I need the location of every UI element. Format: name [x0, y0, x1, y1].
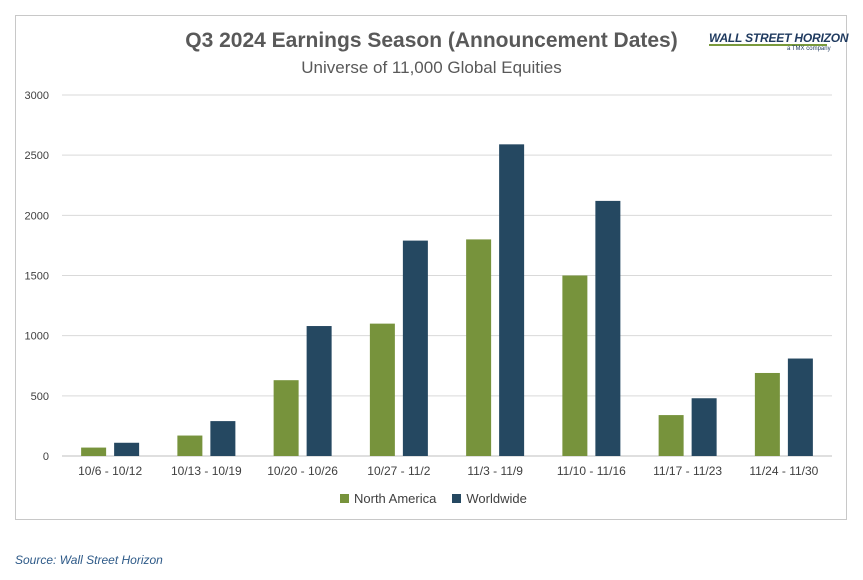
bar-north-america	[273, 380, 299, 456]
logo-subtext: a TMX company	[787, 46, 831, 52]
x-tick-label: 11/24 - 11/30	[749, 464, 818, 478]
logo-underline	[709, 44, 827, 46]
x-tick-label: 10/20 - 10/26	[267, 464, 338, 478]
y-tick-label: 1500	[25, 271, 49, 283]
bar-north-america	[177, 435, 203, 456]
legend-label-worldwide: Worldwide	[466, 491, 527, 506]
bar-north-america	[562, 275, 588, 456]
bar-worldwide	[499, 144, 525, 456]
chart-title: Q3 2024 Earnings Season (Announcement Da…	[185, 29, 678, 52]
bar-worldwide	[402, 240, 428, 456]
wall-street-horizon-logo: WALL STREET HORIZON a TMX company	[709, 31, 849, 61]
x-tick-label: 10/13 - 10/19	[171, 464, 242, 478]
bar-worldwide	[210, 421, 236, 456]
bar-worldwide	[306, 326, 332, 456]
legend-swatch-north-america	[340, 494, 349, 503]
bar-north-america	[466, 239, 492, 456]
y-tick-label: 2500	[25, 150, 49, 162]
x-tick-label: 10/27 - 11/2	[367, 464, 430, 478]
bar-north-america	[658, 415, 684, 456]
bar-worldwide	[787, 358, 813, 456]
logo-text: WALL STREET HORIZON	[709, 31, 849, 45]
legend-item-north-america: North America	[340, 491, 436, 506]
bar-worldwide	[595, 200, 621, 456]
legend-swatch-worldwide	[452, 494, 462, 503]
bar-north-america	[369, 323, 395, 456]
source-note: Source: Wall Street Horizon	[15, 553, 163, 567]
bar-north-america	[81, 447, 107, 456]
x-tick-label: 11/3 - 11/9	[467, 464, 523, 478]
y-tick-label: 500	[31, 391, 49, 403]
x-tick-label: 10/6 - 10/12	[78, 464, 142, 478]
legend-item-worldwide: Worldwide	[452, 491, 527, 506]
x-tick-label: 11/10 - 11/16	[557, 464, 626, 478]
legend-label-north-america: North America	[354, 491, 437, 506]
bar-north-america	[754, 372, 780, 456]
bar-worldwide	[691, 398, 717, 456]
chart-subtitle: Universe of 11,000 Global Equities	[301, 58, 562, 77]
y-tick-label: 2000	[25, 210, 49, 222]
chart-legend: North America Worldwide	[340, 491, 527, 506]
y-tick-label: 1000	[25, 331, 49, 343]
y-tick-label: 0	[43, 451, 49, 463]
y-tick-label: 3000	[25, 90, 49, 102]
bar-worldwide	[114, 442, 140, 456]
x-tick-label: 11/17 - 11/23	[653, 464, 722, 478]
